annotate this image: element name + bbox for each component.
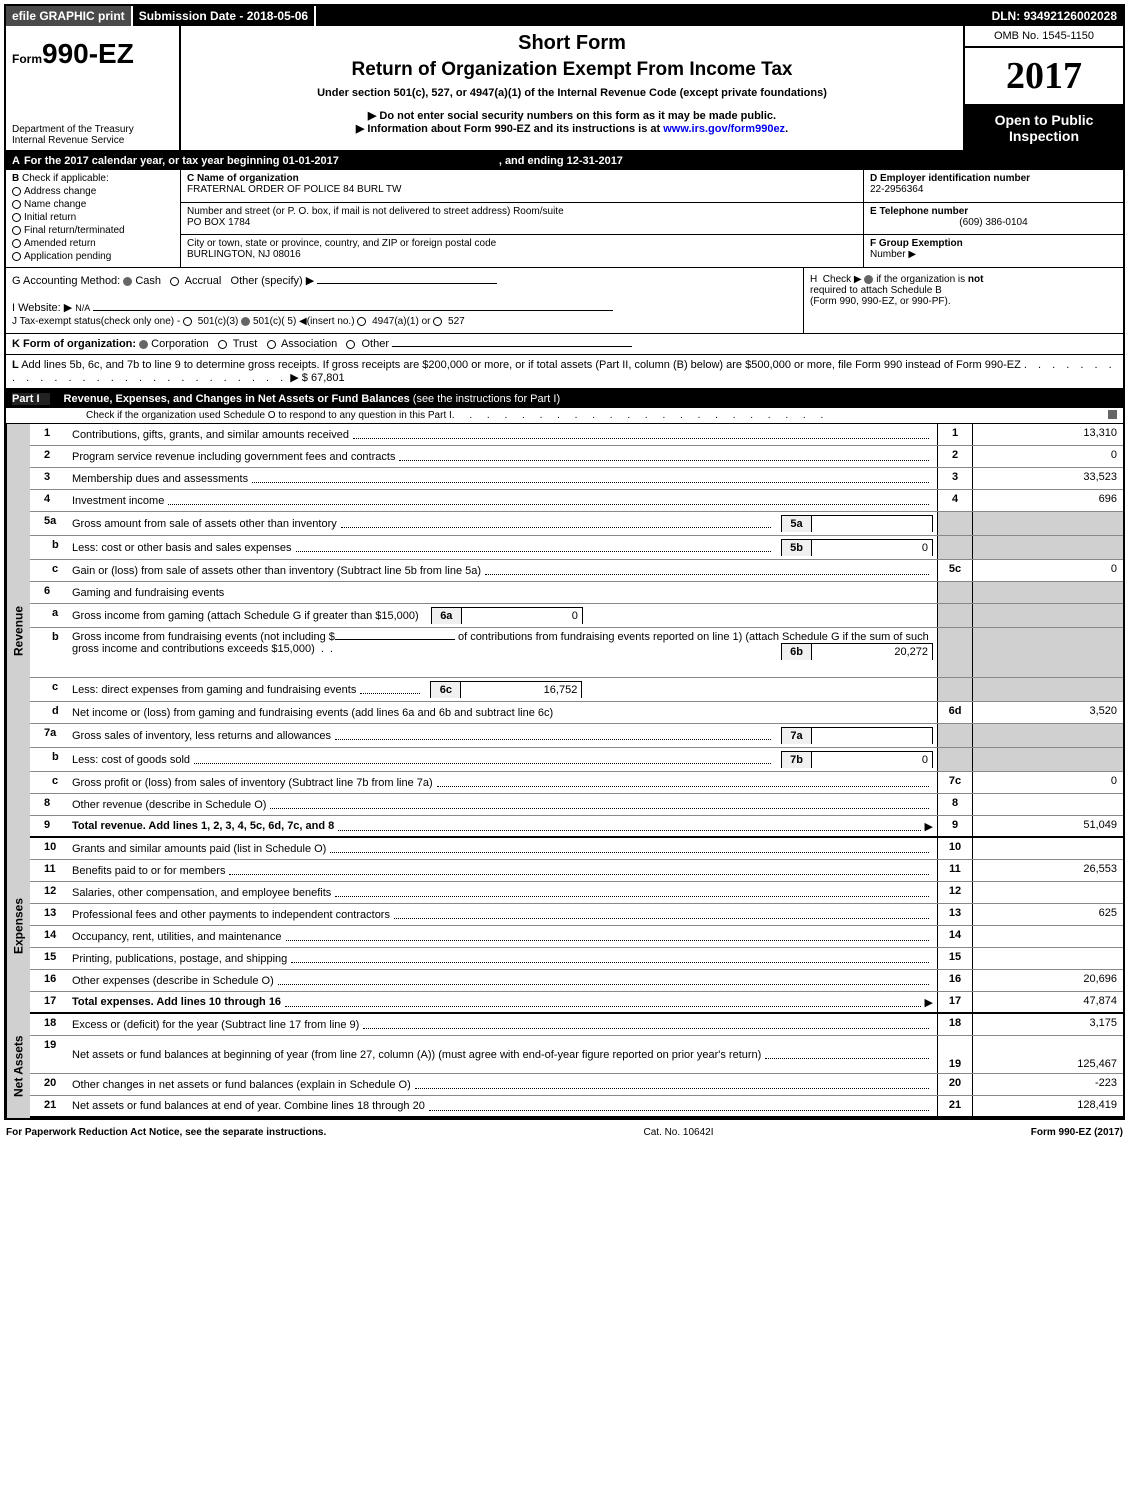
checkbox-address-change[interactable] bbox=[12, 187, 21, 196]
checkbox-cash[interactable] bbox=[123, 277, 132, 286]
city-value: BURLINGTON, NJ 08016 bbox=[187, 249, 857, 260]
website-value: N/A bbox=[75, 303, 90, 313]
line-7b: bLess: cost of goods sold7b0 bbox=[30, 748, 1123, 772]
line-7a: 7aGross sales of inventory, less returns… bbox=[30, 724, 1123, 748]
tax-year: 2017 bbox=[965, 48, 1123, 106]
section-l: L Add lines 5b, 6c, and 7b to line 9 to … bbox=[6, 355, 1123, 390]
under-section: Under section 501(c), 527, or 4947(a)(1)… bbox=[191, 87, 953, 99]
addr-label: Number and street (or P. O. box, if mail… bbox=[187, 206, 857, 217]
title-cell: Short Form Return of Organization Exempt… bbox=[181, 26, 963, 150]
instr-link: ▶ Information about Form 990-EZ and its … bbox=[191, 122, 953, 135]
expenses-sidebar: Expenses bbox=[6, 838, 30, 1014]
open-to-public: Open to Public Inspection bbox=[965, 106, 1123, 150]
info-grid: B Check if applicable: Address change Na… bbox=[6, 170, 1123, 268]
line-17: 17Total expenses. Add lines 10 through 1… bbox=[30, 992, 1123, 1014]
submission-date: Submission Date - 2018-05-06 bbox=[133, 6, 316, 26]
section-b: B Check if applicable: Address change Na… bbox=[6, 170, 181, 267]
header-row: Form990-EZ Department of the Treasury In… bbox=[6, 26, 1123, 152]
ein-label: D Employer identification number bbox=[870, 173, 1117, 184]
return-title: Return of Organization Exempt From Incom… bbox=[191, 59, 953, 81]
dept-treasury: Department of the Treasury Internal Reve… bbox=[12, 124, 173, 146]
line-5b: bLess: cost or other basis and sales exp… bbox=[30, 536, 1123, 560]
section-c: C Name of organization FRATERNAL ORDER O… bbox=[181, 170, 863, 267]
checkbox-association[interactable] bbox=[267, 340, 276, 349]
revenue-section: Revenue 1Contributions, gifts, grants, a… bbox=[6, 424, 1123, 838]
line-13: 13Professional fees and other payments t… bbox=[30, 904, 1123, 926]
line-6b: bGross income from fundraising events (n… bbox=[30, 628, 1123, 678]
phone-label: E Telephone number bbox=[870, 206, 1117, 217]
page-footer: For Paperwork Reduction Act Notice, see … bbox=[0, 1124, 1129, 1141]
line-21: 21Net assets or fund balances at end of … bbox=[30, 1096, 1123, 1118]
checkbox-application-pending[interactable] bbox=[12, 252, 21, 261]
line-6c: cLess: direct expenses from gaming and f… bbox=[30, 678, 1123, 702]
line-20: 20Other changes in net assets or fund ba… bbox=[30, 1074, 1123, 1096]
checkbox-501c[interactable] bbox=[241, 317, 250, 326]
revenue-sidebar: Revenue bbox=[6, 424, 30, 838]
checkbox-corporation[interactable] bbox=[139, 340, 148, 349]
org-name-label: C Name of organization bbox=[187, 173, 857, 184]
checkbox-other-org[interactable] bbox=[346, 340, 355, 349]
netassets-section: Net Assets 18Excess or (deficit) for the… bbox=[6, 1014, 1123, 1118]
line-14: 14Occupancy, rent, utilities, and mainte… bbox=[30, 926, 1123, 948]
line-6d: dNet income or (loss) from gaming and fu… bbox=[30, 702, 1123, 724]
checkbox-schedule-o[interactable] bbox=[1108, 410, 1117, 419]
instr-ssn: ▶ Do not enter social security numbers o… bbox=[191, 109, 953, 122]
right-header: OMB No. 1545-1150 2017 Open to Public In… bbox=[963, 26, 1123, 150]
irs-link[interactable]: www.irs.gov/form990ez bbox=[663, 123, 785, 135]
checkbox-accrual[interactable] bbox=[170, 277, 179, 286]
line-8: 8Other revenue (describe in Schedule O)8 bbox=[30, 794, 1123, 816]
line-15: 15Printing, publications, postage, and s… bbox=[30, 948, 1123, 970]
line-2: 2Program service revenue including gover… bbox=[30, 446, 1123, 468]
section-k: K Form of organization: Corporation Trus… bbox=[6, 334, 1123, 355]
checkbox-4947[interactable] bbox=[357, 317, 366, 326]
phone-value: (609) 386-0104 bbox=[870, 217, 1117, 228]
group-exemption-label: F Group Exemption bbox=[870, 238, 963, 249]
checkbox-final-return[interactable] bbox=[12, 226, 21, 235]
line-6a: aGross income from gaming (attach Schedu… bbox=[30, 604, 1123, 628]
line-9: 9Total revenue. Add lines 1, 2, 3, 4, 5c… bbox=[30, 816, 1123, 838]
form-990ez-container: efile GRAPHIC print Submission Date - 20… bbox=[4, 4, 1125, 1120]
line-18: 18Excess or (deficit) for the year (Subt… bbox=[30, 1014, 1123, 1036]
checkbox-amended-return[interactable] bbox=[12, 239, 21, 248]
line-12: 12Salaries, other compensation, and empl… bbox=[30, 882, 1123, 904]
footer-center: Cat. No. 10642I bbox=[326, 1127, 1030, 1138]
ein-value: 22-2956364 bbox=[870, 184, 1117, 195]
line-7c: cGross profit or (loss) from sales of in… bbox=[30, 772, 1123, 794]
dln: DLN: 93492126002028 bbox=[986, 6, 1123, 26]
footer-right: Form 990-EZ (2017) bbox=[1031, 1127, 1123, 1138]
netassets-sidebar: Net Assets bbox=[6, 1014, 30, 1118]
checkbox-trust[interactable] bbox=[218, 340, 227, 349]
line-16: 16Other expenses (describe in Schedule O… bbox=[30, 970, 1123, 992]
line-1: 1Contributions, gifts, grants, and simil… bbox=[30, 424, 1123, 446]
checkbox-501c3[interactable] bbox=[183, 317, 192, 326]
line-4: 4Investment income4696 bbox=[30, 490, 1123, 512]
line-11: 11Benefits paid to or for members1126,55… bbox=[30, 860, 1123, 882]
section-g-h: G Accounting Method: Cash Accrual Other … bbox=[6, 268, 1123, 334]
line-5a: 5aGross amount from sale of assets other… bbox=[30, 512, 1123, 536]
line-3: 3Membership dues and assessments333,523 bbox=[30, 468, 1123, 490]
addr-value: PO BOX 1784 bbox=[187, 217, 857, 228]
checkbox-h[interactable] bbox=[864, 275, 873, 284]
right-info: D Employer identification number 22-2956… bbox=[863, 170, 1123, 267]
part-1-header: Part I Revenue, Expenses, and Changes in… bbox=[6, 390, 1123, 408]
efile-print-label[interactable]: efile GRAPHIC print bbox=[6, 6, 133, 26]
top-bar: efile GRAPHIC print Submission Date - 20… bbox=[6, 6, 1123, 26]
omb-number: OMB No. 1545-1150 bbox=[965, 26, 1123, 48]
line-19: 19Net assets or fund balances at beginni… bbox=[30, 1036, 1123, 1074]
form-cell: Form990-EZ Department of the Treasury In… bbox=[6, 26, 181, 150]
footer-left: For Paperwork Reduction Act Notice, see … bbox=[6, 1127, 326, 1138]
line-10: 10Grants and similar amounts paid (list … bbox=[30, 838, 1123, 860]
city-label: City or town, state or province, country… bbox=[187, 238, 857, 249]
checkbox-name-change[interactable] bbox=[12, 200, 21, 209]
calendar-year-row: A For the 2017 calendar year, or tax yea… bbox=[6, 152, 1123, 170]
part-1-check: Check if the organization used Schedule … bbox=[6, 408, 1123, 424]
checkbox-527[interactable] bbox=[433, 317, 442, 326]
checkbox-initial-return[interactable] bbox=[12, 213, 21, 222]
line-6: 6Gaming and fundraising events bbox=[30, 582, 1123, 604]
expenses-section: Expenses 10Grants and similar amounts pa… bbox=[6, 838, 1123, 1014]
form-number: Form990-EZ bbox=[12, 38, 173, 70]
org-name: FRATERNAL ORDER OF POLICE 84 BURL TW bbox=[187, 184, 857, 195]
line-5c: cGain or (loss) from sale of assets othe… bbox=[30, 560, 1123, 582]
short-form-title: Short Form bbox=[191, 32, 953, 55]
